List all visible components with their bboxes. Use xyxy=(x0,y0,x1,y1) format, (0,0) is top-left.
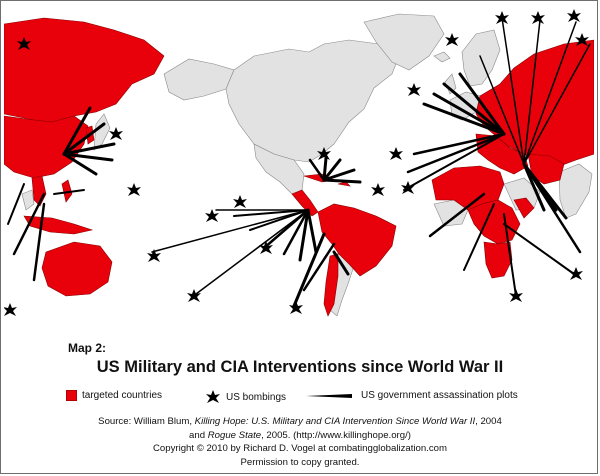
bomb-11 xyxy=(389,147,403,160)
bomb-7 xyxy=(233,195,247,208)
legend-plots-label: US government assassination plots xyxy=(361,390,518,401)
bomb-14 xyxy=(445,33,459,46)
targeted-swatch xyxy=(66,390,77,401)
bomb-19 xyxy=(509,289,523,302)
legend-targeted-label: targeted countries xyxy=(82,390,163,401)
targeted-land xyxy=(4,17,594,317)
bomb-1 xyxy=(109,127,123,140)
bomb-2 xyxy=(127,183,141,196)
bomb-22 xyxy=(317,147,331,160)
source-book-1: Killing Hope: U.S. Military and CIA Inte… xyxy=(194,416,476,427)
bomb-12 xyxy=(401,181,415,194)
bomb-21 xyxy=(289,301,303,314)
bomb-10 xyxy=(371,183,385,196)
source-block: Source: William Blum, Killing Hope: U.S.… xyxy=(0,415,600,469)
gray-land xyxy=(4,13,593,317)
assassination-plot-lines xyxy=(7,17,591,308)
bomb-4 xyxy=(17,37,31,50)
bomb-18 xyxy=(575,33,589,46)
permission-line: Permission to copy granted. xyxy=(240,456,360,468)
map-number-label: Map 2: xyxy=(68,341,107,355)
legend-bombings-label: US bombings xyxy=(226,391,287,403)
source-line-2: and Rogue State, 2005. (http://www.killi… xyxy=(0,429,600,443)
source-rest: , 2005. (http://www.killinghope.org/) xyxy=(261,429,411,441)
bomb-9 xyxy=(259,241,273,254)
bomb-5 xyxy=(4,303,17,316)
source-and: and xyxy=(189,429,208,441)
legend: targeted countries US bombings US govern… xyxy=(0,390,600,408)
bomb-8 xyxy=(187,289,201,302)
bomb-17 xyxy=(567,9,581,22)
legend-plots: US government assassination plots xyxy=(306,390,518,401)
bomb-15 xyxy=(495,11,509,24)
bomb-6 xyxy=(205,209,219,222)
map-title: US Military and CIA Interventions since … xyxy=(96,358,504,376)
bombing-markers xyxy=(4,9,589,316)
source-line-1: Source: William Blum, Killing Hope: U.S.… xyxy=(0,415,600,429)
copyright-line: Copyright © 2010 by Richard D. Vogel at … xyxy=(153,443,447,454)
legend-bombings: US bombings xyxy=(205,390,286,404)
bombing-icon xyxy=(206,390,220,403)
legend-targeted: targeted countries xyxy=(66,390,162,401)
bomb-16 xyxy=(531,11,545,24)
bomb-20 xyxy=(569,267,583,280)
source-year-1: , 2004 xyxy=(475,416,502,427)
bomb-3 xyxy=(147,249,161,262)
bomb-13 xyxy=(407,83,421,96)
source-book-2: Rogue State xyxy=(207,429,262,441)
plot-line-icon xyxy=(306,393,352,398)
world-map xyxy=(4,9,594,317)
source-prefix: Source: William Blum, xyxy=(98,416,195,427)
